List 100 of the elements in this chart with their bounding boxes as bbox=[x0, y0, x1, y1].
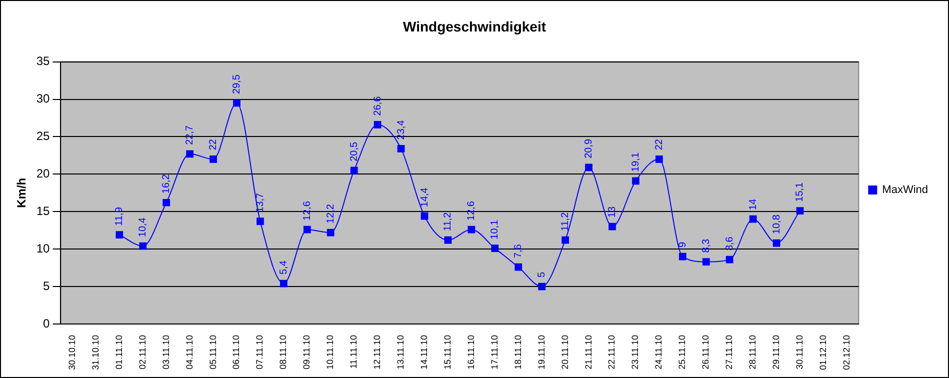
point bbox=[514, 263, 522, 271]
data-label: 26,6 bbox=[372, 96, 384, 116]
data-label: 15,1 bbox=[794, 182, 806, 202]
data-label: 11,2 bbox=[560, 212, 572, 232]
x-tick-label: 11.11.10 bbox=[348, 334, 359, 369]
y-tick-label: 35 bbox=[36, 54, 50, 68]
y-axis-title: Km/h bbox=[14, 178, 29, 208]
data-label: 19,1 bbox=[630, 152, 642, 172]
point bbox=[303, 226, 311, 234]
y-tick-label: 25 bbox=[36, 129, 50, 144]
x-tick-label: 03.11.10 bbox=[160, 334, 171, 370]
point bbox=[632, 177, 640, 185]
data-label: 7,6 bbox=[513, 244, 524, 258]
point bbox=[420, 212, 428, 220]
point bbox=[397, 145, 405, 152]
x-tick-label: 30.10.10 bbox=[66, 334, 77, 370]
x-tick-label: 24.11.10 bbox=[654, 334, 664, 370]
point bbox=[326, 228, 334, 236]
data-label: 22,7 bbox=[184, 125, 196, 145]
data-label: 12,6 bbox=[466, 200, 478, 221]
point bbox=[350, 166, 358, 174]
data-label: 14 bbox=[748, 198, 759, 210]
data-label: 16,2 bbox=[161, 174, 172, 194]
x-tick-label: 23.11.10 bbox=[630, 334, 640, 370]
data-label: 5 bbox=[536, 272, 548, 278]
x-tick-label: 25.11.10 bbox=[677, 334, 688, 370]
point bbox=[702, 258, 710, 266]
x-tick-label: 02.12.10 bbox=[841, 334, 852, 370]
x-tick-label: 16.11.10 bbox=[466, 334, 476, 370]
x-tick-label: 30.11.10 bbox=[794, 334, 804, 370]
x-tick-label: 29.11.10 bbox=[771, 334, 782, 370]
point bbox=[608, 222, 616, 230]
x-tick-label: 02.11.10 bbox=[137, 334, 148, 370]
x-tick-label: 20.11.10 bbox=[560, 334, 570, 370]
y-tick-label: 30 bbox=[36, 92, 50, 106]
x-tick-label: 26.11.10 bbox=[700, 334, 711, 370]
data-label: 10,1 bbox=[490, 219, 501, 240]
data-label: 12,6 bbox=[302, 200, 313, 221]
point bbox=[772, 239, 780, 247]
x-tick-label: 28.11.10 bbox=[748, 334, 758, 370]
data-label: 11,9 bbox=[114, 206, 126, 226]
x-tick-label: 08.11.10 bbox=[278, 334, 288, 370]
x-tick-label: 01.11.10 bbox=[114, 334, 124, 370]
x-tick-label: 12.11.10 bbox=[372, 334, 382, 370]
data-label: 10,4 bbox=[138, 217, 149, 238]
point bbox=[678, 252, 686, 260]
x-tick-label: 10.11.10 bbox=[325, 334, 336, 370]
data-label: 29,5 bbox=[232, 74, 243, 94]
x-tick-label: 17.11.10 bbox=[489, 334, 500, 370]
point bbox=[749, 215, 757, 223]
x-tick-label: 04.11.10 bbox=[184, 334, 194, 370]
x-tick-label: 22.11.10 bbox=[606, 334, 617, 370]
point bbox=[562, 236, 569, 244]
point bbox=[468, 226, 476, 234]
point bbox=[374, 121, 382, 128]
point bbox=[280, 280, 288, 288]
data-label: 11,2 bbox=[442, 212, 454, 232]
x-tick-label: 05.11.10 bbox=[208, 334, 218, 370]
data-label: 14,4 bbox=[419, 187, 430, 208]
x-tick-label: 19.11.10 bbox=[536, 334, 546, 370]
chart-title: Windgeschwindigkeit bbox=[403, 18, 546, 34]
y-tick-label: 5 bbox=[43, 278, 50, 293]
data-label: 9 bbox=[677, 242, 688, 248]
point bbox=[656, 155, 663, 163]
x-tick-label: 31.10.10 bbox=[90, 334, 100, 370]
x-tick-label: 06.11.10 bbox=[231, 334, 242, 370]
point bbox=[162, 198, 170, 206]
point bbox=[538, 282, 546, 290]
x-tick-label: 07.11.10 bbox=[254, 334, 265, 370]
point bbox=[585, 164, 592, 172]
x-tick-label: 18.11.10 bbox=[512, 334, 523, 370]
x-tick-label: 27.11.10 bbox=[724, 334, 734, 370]
y-tick-label: 10 bbox=[36, 241, 50, 256]
y-tick-label: 0 bbox=[43, 316, 50, 330]
data-label: 8,6 bbox=[724, 236, 736, 251]
x-tick-label: 14.11.10 bbox=[418, 334, 429, 370]
point bbox=[139, 242, 147, 250]
data-label: 8,3 bbox=[700, 238, 712, 253]
x-tick-label: 13.11.10 bbox=[396, 334, 406, 370]
data-label: 5,4 bbox=[278, 260, 290, 275]
y-tick-label: 20 bbox=[36, 166, 50, 180]
point bbox=[116, 231, 124, 239]
point bbox=[726, 256, 734, 264]
data-label: 10,8 bbox=[771, 214, 782, 234]
data-label: 20,5 bbox=[348, 142, 360, 162]
point bbox=[256, 218, 264, 226]
point bbox=[491, 244, 499, 252]
point bbox=[233, 99, 240, 107]
x-tick-label: 01.12.10 bbox=[818, 334, 828, 370]
data-label: 22 bbox=[208, 138, 220, 150]
legend-label: MaxWind bbox=[882, 184, 928, 196]
data-label: 12,2 bbox=[325, 204, 336, 224]
point bbox=[210, 155, 217, 163]
y-tick-label: 15 bbox=[36, 204, 50, 218]
data-label: 23,4 bbox=[396, 120, 407, 140]
point bbox=[186, 150, 194, 158]
x-tick-label: 09.11.10 bbox=[302, 334, 312, 370]
x-tick-label: 15.11.10 bbox=[442, 334, 452, 370]
x-tick-label: 21.11.10 bbox=[583, 334, 594, 370]
point bbox=[796, 207, 804, 215]
